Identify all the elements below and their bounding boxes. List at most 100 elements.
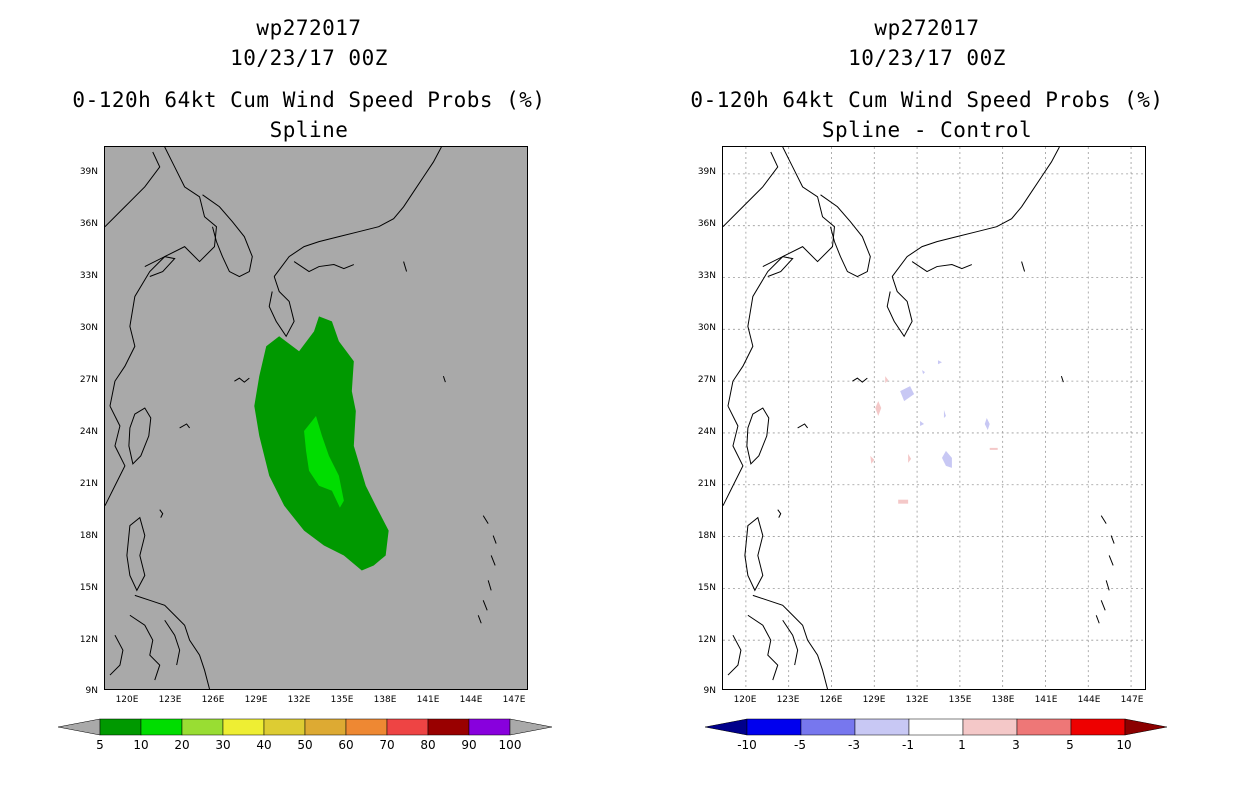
diff-negative-patch [922,370,926,375]
lat-label: 30N [697,323,716,333]
lon-label: 123E [158,695,182,705]
lat-label: 33N [697,271,716,281]
lon-label: 138E [373,695,397,705]
map-background [723,147,1145,689]
lat-label: 24N [79,427,98,437]
colorbar-swatch [1016,718,1072,736]
colorbar-swatch [345,718,388,736]
lon-label: 144E [459,695,483,705]
colorbar-swatch [181,718,224,736]
colorbar-low-arrow [704,718,748,736]
lon-label: 135E [330,695,354,705]
colorbar-label: -1 [902,738,914,752]
lat-label: 27N [697,375,716,385]
colorbar-label: -3 [848,738,860,752]
colorbar-high-arrow [509,718,553,736]
storm-id-title: wp272017 [874,16,980,40]
lon-label: 144E [1077,695,1101,705]
colorbar-label: 5 [96,738,104,752]
colorbar-label: 90 [461,738,477,752]
colorbar-swatch [222,718,265,736]
colorbar-label: 1 [958,738,966,752]
colorbar-swatch [99,718,142,736]
lon-label: 138E [991,695,1015,705]
colorbar-swatch [746,718,802,736]
lat-label: 9N [85,686,98,696]
lon-label: 141E [416,695,440,705]
lon-label: 120E [733,695,757,705]
diff-positive-patch [870,455,875,464]
difference-map [722,146,1146,690]
diff-negative-patch [920,420,925,426]
colorbar-swatch [386,718,429,736]
colorbar-swatch [854,718,910,736]
lat-label: 18N [697,531,716,541]
lat-label: 18N [79,531,98,541]
right-panel: wp272017 10/23/17 00Z 0-120h 64kt Cum Wi… [618,0,1236,800]
lon-label: 129E [244,695,268,705]
lat-label: 15N [79,583,98,593]
lat-label: 9N [703,686,716,696]
diff-positive-patch [885,376,889,384]
colorbar-label: -10 [737,738,757,752]
lon-label: 147E [502,695,526,705]
colorbar-label: 100 [498,738,522,752]
colorbar-label: 50 [297,738,313,752]
colorbar-label: 10 [1116,738,1132,752]
colorbar-label: 80 [420,738,436,752]
lat-label: 12N [697,635,716,645]
colorbar-label: 10 [133,738,149,752]
colorbar-label: -5 [794,738,806,752]
lon-label: 147E [1120,695,1144,705]
lon-label: 123E [776,695,800,705]
time-title: 10/23/17 00Z [230,46,388,70]
colorbar-swatch [908,718,964,736]
diff-negative-patch [941,450,952,468]
left-panel: wp272017 10/23/17 00Z 0-120h 64kt Cum Wi… [58,16,554,752]
lat-label: 30N [79,323,98,333]
colorbar-swatch [263,718,306,736]
prob-10-region [304,416,344,508]
lat-label: 39N [697,167,716,177]
lat-label: 15N [697,583,716,593]
diff-negative-patch [937,360,942,365]
colorbar-swatch [427,718,470,736]
diff-positive-patch [898,499,909,504]
colorbar-label: 70 [379,738,395,752]
lon-label: 129E [862,695,886,705]
lon-label: 132E [905,695,929,705]
lon-label: 135E [948,695,972,705]
lat-label: 36N [697,219,716,229]
diff-positive-patch [908,453,912,463]
diff-positive-patch [875,401,882,417]
colorbar-label: 5 [1066,738,1074,752]
colorbar-swatch [468,718,511,736]
lon-label: 126E [201,695,225,705]
colorbar-swatch [962,718,1018,736]
method-title: Spline [269,118,349,142]
lon-label: 141E [1034,695,1058,705]
lat-label: 27N [79,375,98,385]
diff-positive-patch [989,447,998,450]
lat-label: 21N [697,479,716,489]
prob-colorbar [58,718,554,736]
diff-colorbar [676,718,1172,736]
storm-id-title: wp272017 [256,16,362,40]
colorbar-label: 3 [1012,738,1020,752]
colorbar-label: 30 [215,738,231,752]
colorbar-high-arrow [1124,718,1168,736]
lat-label: 33N [79,271,98,281]
diff-negative-patch [984,418,990,430]
time-title: 10/23/17 00Z [848,46,1006,70]
lat-label: 39N [79,167,98,177]
lon-label: 132E [287,695,311,705]
colorbar-label: 60 [338,738,354,752]
colorbar-swatch [304,718,347,736]
lat-label: 21N [79,479,98,489]
lat-label: 12N [79,635,98,645]
method-title: Spline - Control [821,118,1033,142]
lat-label: 36N [79,219,98,229]
colorbar-swatch [1070,718,1126,736]
colorbar-label: 40 [256,738,272,752]
diff-negative-patch [900,386,915,402]
